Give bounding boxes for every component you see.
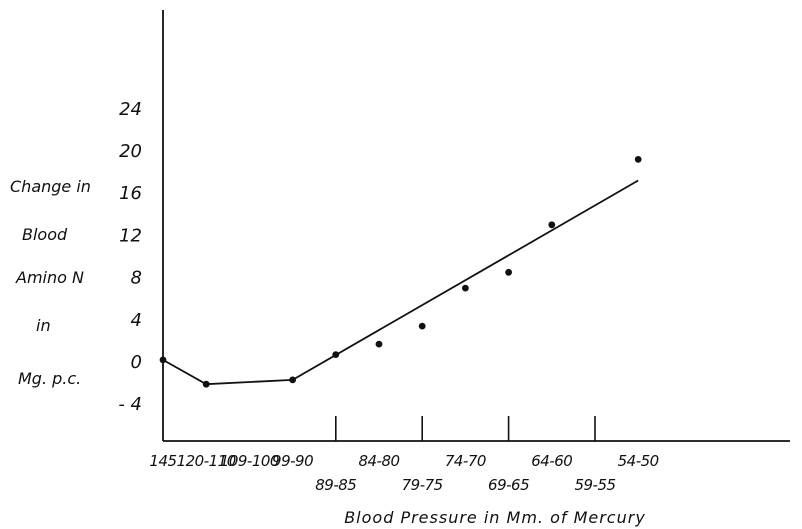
y-tick-label: 24: [119, 99, 142, 120]
y-tick-label: 4: [131, 310, 142, 331]
x-tick-label: 99-90: [272, 452, 313, 470]
data-point: [202, 380, 210, 388]
y-tick-label: 8: [131, 268, 142, 289]
y-axis-label-line: Mg. p.c.: [18, 369, 81, 388]
x-tick-label: 145: [149, 452, 176, 470]
data-point: [332, 351, 340, 358]
x-tick-label: 74-70: [445, 452, 486, 470]
data-point: [289, 376, 296, 384]
y-axis-label-line: in: [36, 316, 51, 335]
y-axis-label-line: Blood: [22, 225, 68, 244]
axes: [162, 10, 790, 442]
y-tick-label: 0: [131, 352, 142, 373]
trend-line: [162, 179, 639, 386]
y-tick-label: - 4: [118, 394, 142, 415]
x-tick-label: 89-85: [315, 476, 356, 494]
data-point: [375, 340, 383, 348]
x-ticks: 145 120-110109-10099-9089-8584-8079-7574-…: [149, 416, 659, 494]
data-point: [159, 356, 167, 364]
y-tick-label: 20: [119, 141, 142, 162]
x-tick-label: 69-65: [488, 476, 529, 494]
x-tick-label: 59-55: [574, 476, 615, 494]
x-tick-label: 109-100: [220, 452, 279, 470]
y-axis-label-line: Amino N: [15, 268, 84, 287]
data-points: [159, 156, 642, 388]
y-tick-label: 16: [119, 183, 142, 204]
y-axis-label-line: Change in: [10, 177, 91, 196]
x-tick-label: 79-75: [402, 476, 443, 494]
data-point: [462, 284, 469, 292]
x-tick-label: 54-50: [618, 452, 659, 470]
y-axis-label: Change in Blood Amino N in Mg. p.c.: [10, 177, 91, 388]
x-tick-label: 64-60: [531, 452, 572, 470]
data-point: [505, 268, 512, 276]
data-point: [548, 221, 556, 229]
y-tick-label: 12: [119, 225, 142, 246]
data-point: [418, 322, 426, 330]
x-tick-label: 120-110: [177, 452, 236, 470]
data-point: [634, 156, 642, 163]
x-tick-label: 84-80: [358, 452, 399, 470]
y-ticks: 24 20 16 12 8 4 0 - 4: [118, 99, 142, 415]
x-axis-title: Blood Pressure in Mm. of Mercury: [344, 508, 646, 527]
